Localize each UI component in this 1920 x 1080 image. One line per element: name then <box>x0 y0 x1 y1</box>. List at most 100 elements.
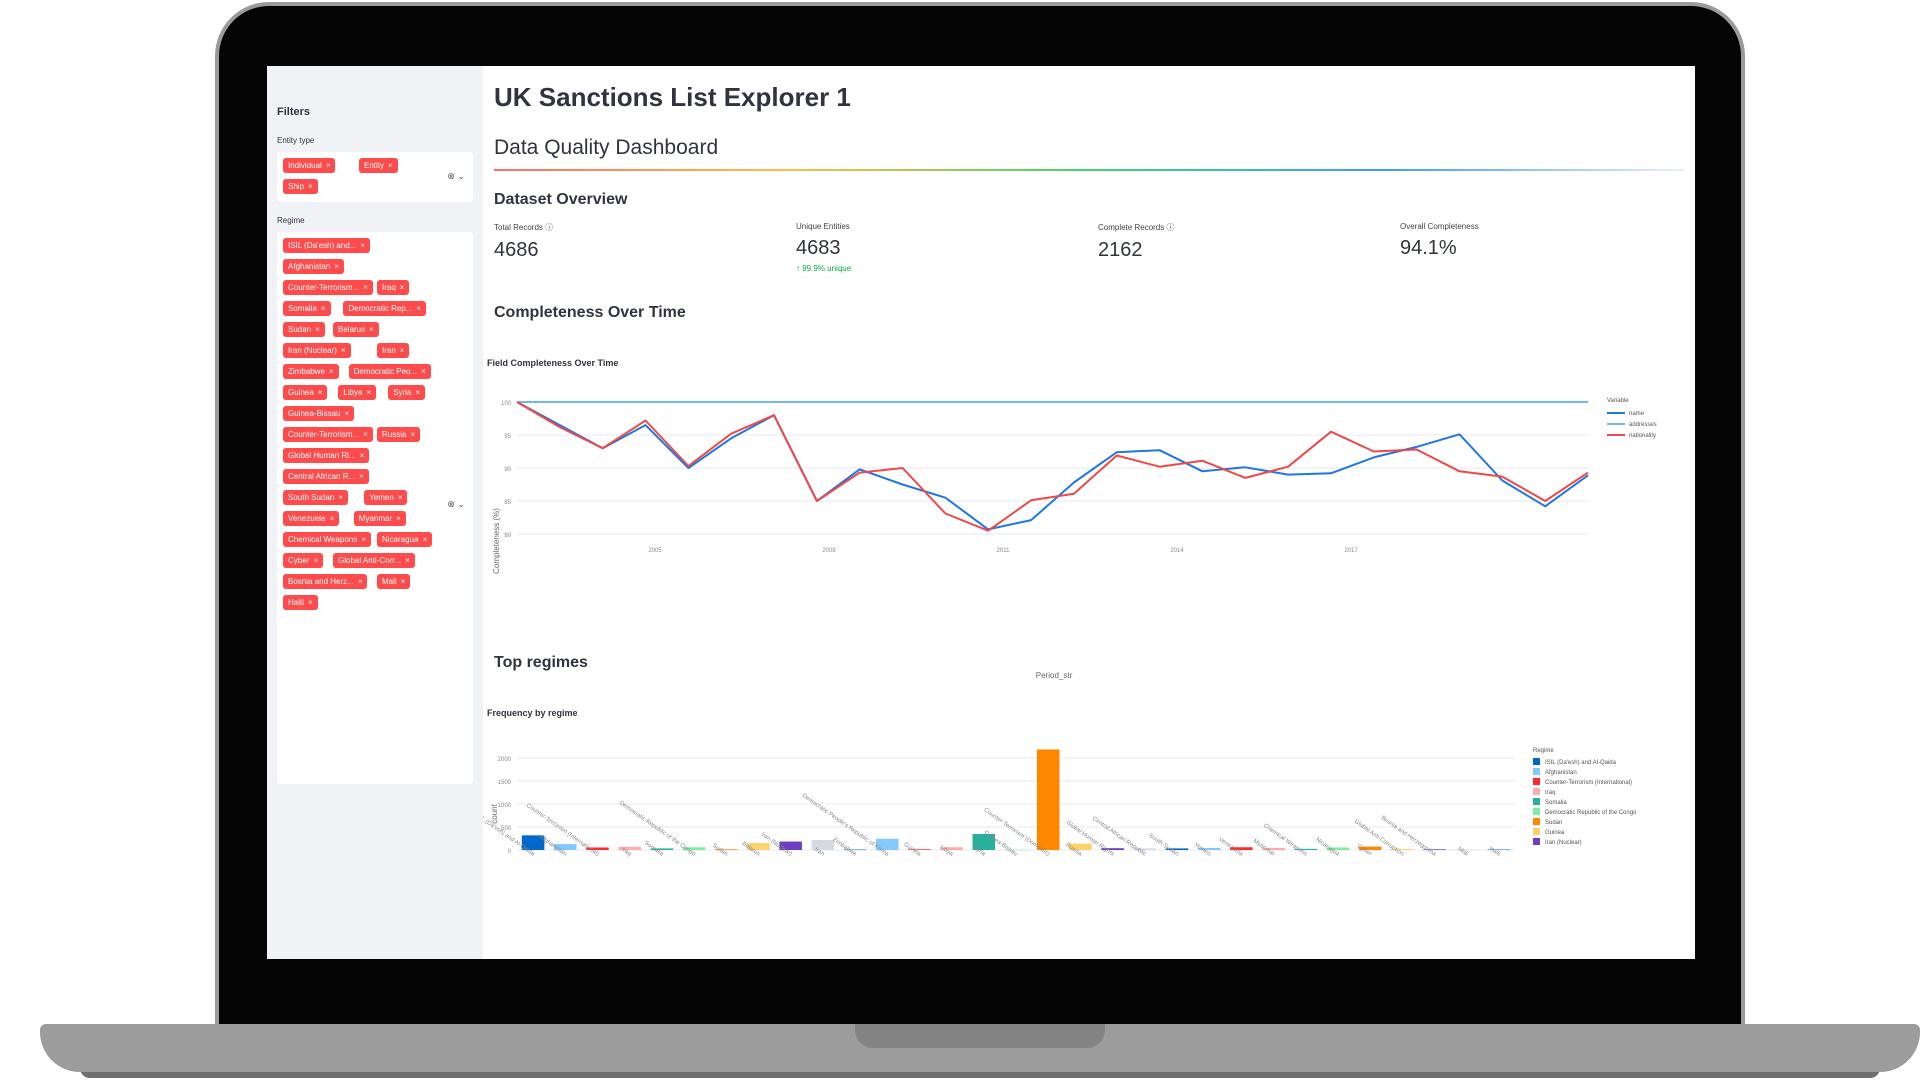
bar[interactable] <box>908 849 931 850</box>
remove-chip-icon[interactable]: × <box>308 182 313 191</box>
filter-chip[interactable]: Individual × <box>283 158 336 173</box>
remove-chip-icon[interactable]: × <box>422 535 428 544</box>
bar[interactable] <box>1165 848 1189 850</box>
remove-chip-icon[interactable]: × <box>399 346 405 355</box>
remove-chip-icon[interactable]: × <box>315 325 320 334</box>
filter-chip[interactable]: Syria × <box>388 385 426 400</box>
bar[interactable] <box>1230 847 1253 850</box>
remove-chip-icon[interactable]: × <box>361 535 366 544</box>
remove-chip-icon[interactable]: × <box>396 514 401 523</box>
filter-chip[interactable]: Global Human Ri... × <box>283 448 370 463</box>
remove-chip-icon[interactable]: × <box>325 161 331 170</box>
remove-chip-icon[interactable]: × <box>308 598 313 607</box>
bar[interactable] <box>1423 849 1446 850</box>
help-icon[interactable]: ⓘ <box>1166 223 1175 232</box>
filter-chip[interactable]: Ship × <box>283 179 318 194</box>
legend-label[interactable]: addresses <box>1629 422 1657 428</box>
filter-chip[interactable]: Democratic Peo... × <box>348 364 431 379</box>
completeness-line-chart[interactable]: Field Completeness Over Time 100 95 90 85 80… <box>483 346 1695 686</box>
bar[interactable] <box>521 835 545 850</box>
filter-chip[interactable]: Afghanistan × <box>283 259 344 274</box>
filter-chip[interactable]: Russia × <box>377 427 421 442</box>
bar[interactable] <box>586 847 609 850</box>
filter-chip[interactable]: Guinea-Bissau × <box>283 406 355 421</box>
filter-chip[interactable]: Somalia × <box>283 301 331 316</box>
bar[interactable] <box>843 849 867 851</box>
legend-label[interactable]: Afghanistan <box>1545 770 1577 776</box>
entity-type-multiselect[interactable]: ⊗ ⌄ Individual × Entity × Ship × <box>277 152 473 202</box>
remove-chip-icon[interactable]: × <box>320 304 326 313</box>
filter-chip[interactable]: Global Anti-Corr... × <box>333 553 415 568</box>
filter-chip[interactable]: Myanmar × <box>353 511 406 526</box>
bar[interactable] <box>682 847 706 850</box>
filter-chip[interactable]: Guinea × <box>283 385 328 400</box>
series-line-nationality[interactable] <box>516 401 1589 532</box>
filter-chip[interactable]: Libya × <box>338 385 376 400</box>
remove-chip-icon[interactable]: × <box>416 304 422 313</box>
regime-bar-chart[interactable]: Frequency by regime 2000 1500 1000 500 0 ISI… <box>483 696 1695 959</box>
bar[interactable] <box>747 843 770 850</box>
bar[interactable] <box>1133 848 1157 850</box>
filter-chip[interactable]: Bosnia and Herz... × <box>283 574 368 589</box>
filter-chip[interactable]: Nicaragua × <box>377 532 433 547</box>
help-icon[interactable]: ⓘ <box>545 223 554 232</box>
remove-chip-icon[interactable]: × <box>405 556 410 565</box>
remove-chip-icon[interactable]: × <box>399 283 405 292</box>
filter-chip[interactable]: Haiti × <box>283 595 318 610</box>
filter-chip[interactable]: Entity × <box>359 158 398 173</box>
chevron-down-icon[interactable]: ⌄ <box>457 499 465 509</box>
filter-chip[interactable]: Democratic Rep... × <box>343 301 427 316</box>
clear-all-icon[interactable]: ⊗ <box>447 499 455 509</box>
filter-chip[interactable]: South Sudan × <box>283 490 348 505</box>
bar[interactable] <box>618 846 641 850</box>
filter-chip[interactable]: Zimbabwe × <box>283 364 339 379</box>
remove-chip-icon[interactable]: × <box>338 493 343 502</box>
remove-chip-icon[interactable]: × <box>334 262 339 271</box>
filter-chip[interactable]: ISIL (Da'esh) and... × <box>283 238 371 253</box>
remove-chip-icon[interactable]: × <box>328 367 334 376</box>
bar[interactable] <box>875 838 899 850</box>
regime-multiselect[interactable]: ⊗ ⌄ ISIL (Da'esh) and... × Afghanistan × Cou… <box>277 232 473 784</box>
chevron-down-icon[interactable]: ⌄ <box>457 171 465 181</box>
remove-chip-icon[interactable]: × <box>360 241 366 250</box>
filter-chip[interactable]: Iran (Nuclear) × <box>283 343 351 358</box>
remove-chip-icon[interactable]: × <box>388 161 393 170</box>
legend-label[interactable]: name <box>1629 411 1645 417</box>
filter-chip[interactable]: Belarus × <box>333 322 379 337</box>
filter-chip[interactable]: Venezuela × <box>283 511 340 526</box>
bar[interactable] <box>1101 848 1124 850</box>
bar[interactable] <box>1036 749 1060 850</box>
legend-label[interactable]: ISIL (Da'esh) and Al-Qaida <box>1545 760 1617 766</box>
remove-chip-icon[interactable]: × <box>421 367 426 376</box>
remove-chip-icon[interactable]: × <box>363 430 368 439</box>
filter-chip[interactable]: Chemical Weapons × <box>283 532 371 547</box>
bar[interactable] <box>554 844 577 850</box>
bar[interactable] <box>1294 848 1318 850</box>
remove-chip-icon[interactable]: × <box>317 388 323 397</box>
bar[interactable] <box>972 834 996 850</box>
filter-chip[interactable]: Iraq × <box>377 280 410 295</box>
remove-chip-icon[interactable]: × <box>363 283 368 292</box>
remove-chip-icon[interactable]: × <box>410 430 416 439</box>
bar[interactable] <box>1326 847 1350 850</box>
bar[interactable] <box>811 839 835 850</box>
series-line-name[interactable] <box>516 401 1589 531</box>
filter-chip[interactable]: Sudan × <box>283 322 325 337</box>
legend-label[interactable]: Sudan <box>1545 820 1562 826</box>
remove-chip-icon[interactable]: × <box>400 577 406 586</box>
bar[interactable] <box>1391 849 1414 850</box>
legend-label[interactable]: nationality <box>1629 433 1656 439</box>
remove-chip-icon[interactable]: × <box>313 556 319 565</box>
legend-label[interactable]: Somalia <box>1545 800 1567 806</box>
remove-chip-icon[interactable]: × <box>369 325 374 334</box>
filter-chip[interactable]: Counter-Terrorism... × <box>283 427 373 442</box>
remove-chip-icon[interactable]: × <box>357 577 363 586</box>
filter-chip[interactable]: Mali × <box>377 574 411 589</box>
remove-chip-icon[interactable]: × <box>344 409 350 418</box>
multiselect-controls[interactable]: ⊗ ⌄ <box>447 499 465 510</box>
legend-label[interactable]: Guinea <box>1545 830 1565 836</box>
legend-label[interactable]: Democratic Republic of the Congo <box>1545 810 1637 816</box>
filter-chip[interactable]: Counter-Terrorism... × <box>283 280 373 295</box>
bar[interactable] <box>940 847 963 850</box>
bar[interactable] <box>1262 847 1285 850</box>
